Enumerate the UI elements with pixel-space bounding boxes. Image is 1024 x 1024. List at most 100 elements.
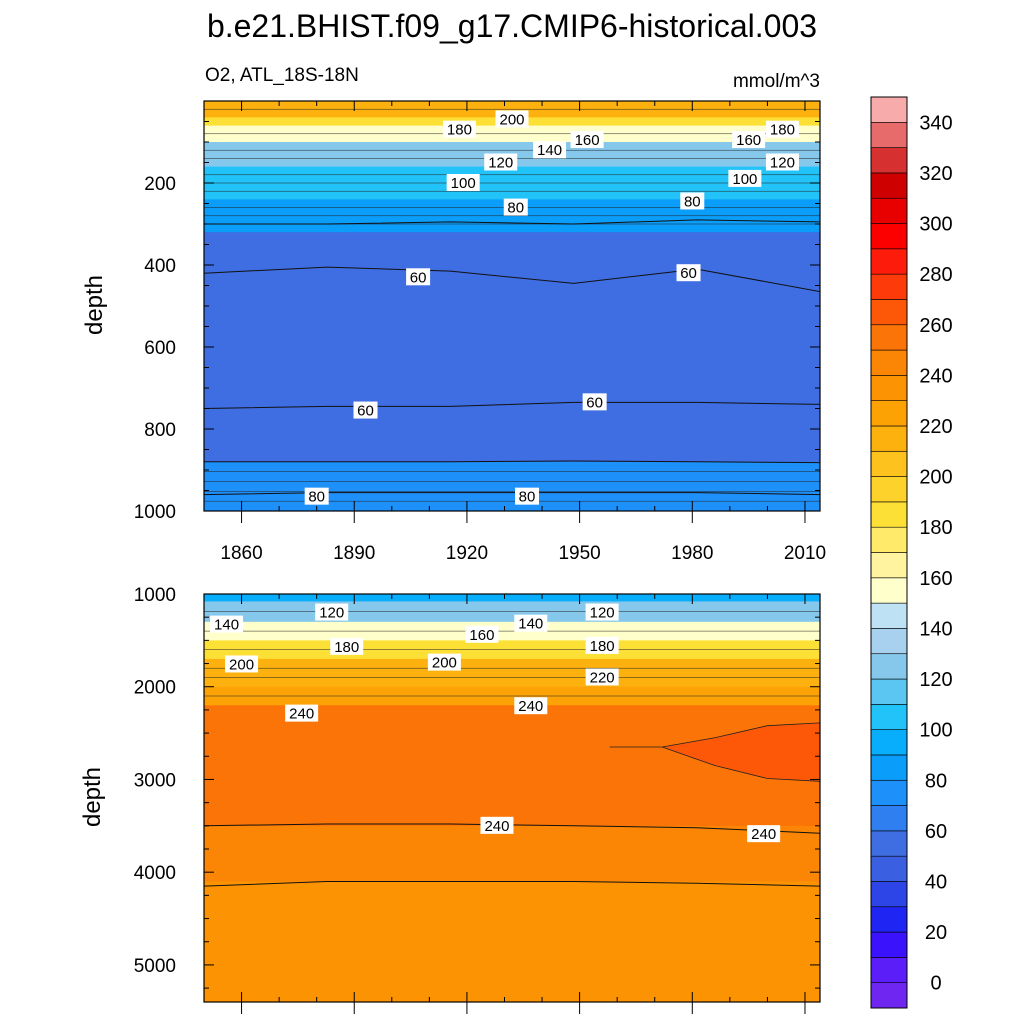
colorbar-swatch bbox=[870, 172, 908, 199]
contour-label-box bbox=[680, 192, 705, 210]
contour-line bbox=[204, 460, 820, 464]
colorbar-label: 200 bbox=[919, 467, 952, 489]
colorbar-swatch bbox=[870, 653, 908, 680]
colorbar-label: 0 bbox=[930, 973, 941, 995]
lower-y-axis-label: depth bbox=[79, 767, 106, 827]
colorbar-label: 140 bbox=[919, 618, 952, 640]
contour-label-box bbox=[495, 110, 529, 128]
chart-title: b.e21.BHIST.f09_g17.CMIP6-historical.003 bbox=[207, 8, 817, 44]
colorbar-label: 240 bbox=[919, 365, 952, 387]
contour-label-box bbox=[465, 625, 499, 643]
y-tick-label: 200 bbox=[144, 174, 176, 195]
colorbar-swatch bbox=[870, 704, 908, 730]
colorbar-swatch bbox=[870, 729, 908, 756]
x-tick-label: 1890 bbox=[333, 543, 375, 564]
contour-label-box bbox=[225, 655, 259, 673]
contour-label: 100 bbox=[732, 171, 757, 188]
y-tick-label: 400 bbox=[144, 256, 176, 277]
colorbar-label: 280 bbox=[919, 264, 952, 286]
y-tick-label: 5000 bbox=[134, 956, 176, 977]
contour-band bbox=[204, 825, 820, 882]
contour-label-box bbox=[728, 169, 762, 187]
contour-label: 140 bbox=[537, 142, 562, 159]
contour-label: 200 bbox=[229, 656, 254, 673]
units-subtitle: mmol/m^3 bbox=[733, 71, 820, 92]
contour-label: 200 bbox=[499, 111, 524, 128]
plot-frame bbox=[203, 593, 821, 1003]
lower-depth-panel: 120 140 120 140 160 180 180 200 200 220 240 240 240 2… bbox=[134, 585, 821, 1014]
variable-subtitle: O2, ATL_18S-18N bbox=[205, 65, 359, 86]
colorbar-swatch bbox=[870, 223, 908, 250]
colorbar-swatch bbox=[870, 982, 908, 1009]
contour-line bbox=[204, 266, 820, 293]
contour-label-box bbox=[427, 653, 461, 671]
contour-label-box bbox=[765, 153, 799, 171]
colorbar-label: 60 bbox=[925, 821, 947, 843]
colorbar-swatch bbox=[870, 122, 908, 148]
contour-label: 240 bbox=[289, 706, 314, 723]
colorbar-swatch bbox=[870, 248, 908, 275]
colorbar-label: 80 bbox=[925, 770, 947, 792]
contour-label-box bbox=[514, 614, 548, 632]
contour-field bbox=[204, 594, 820, 1002]
colorbar-swatch bbox=[870, 526, 908, 553]
contour-label: 120 bbox=[488, 155, 513, 172]
contour-band bbox=[204, 658, 820, 688]
colorbar-label: 220 bbox=[919, 416, 952, 438]
y-tick-label: 3000 bbox=[134, 770, 176, 791]
contour-label: 60 bbox=[680, 265, 697, 282]
colorbar-swatch bbox=[870, 96, 908, 123]
contour-label: 80 bbox=[519, 489, 536, 506]
contour-label: 160 bbox=[736, 132, 761, 149]
x-tick-label: 1920 bbox=[446, 543, 488, 564]
contour-label-box bbox=[747, 825, 781, 843]
colorbar-swatch bbox=[870, 324, 908, 351]
contour-label-box bbox=[582, 393, 607, 411]
colorbar-swatch bbox=[870, 628, 908, 655]
contour-label-box bbox=[484, 153, 518, 171]
upper-depth-panel: 200 180 160 160 180 140 120 120 100 100 80 80 60 60 60… bbox=[134, 100, 826, 564]
contour-label-box bbox=[732, 130, 766, 148]
colorbar-label: 260 bbox=[919, 315, 952, 337]
x-tick-label: 2010 bbox=[784, 543, 826, 564]
x-tick-label: 1980 bbox=[671, 543, 713, 564]
contour-label-box bbox=[446, 174, 480, 191]
contour-label: 120 bbox=[770, 155, 795, 172]
contour-label: 120 bbox=[319, 605, 344, 622]
contour-label: 80 bbox=[507, 200, 524, 217]
colorbar-swatch bbox=[870, 754, 908, 781]
y-tick-label: 1000 bbox=[134, 585, 176, 606]
contour-band bbox=[204, 594, 820, 602]
colorbar-label: 320 bbox=[919, 163, 952, 185]
colorbar-label: 20 bbox=[925, 922, 947, 944]
colorbar-swatch bbox=[870, 425, 908, 452]
x-tick-label: 1950 bbox=[558, 543, 600, 564]
y-tick-label: 2000 bbox=[134, 678, 176, 699]
colorbar-frame bbox=[870, 96, 908, 1009]
colorbar-swatch bbox=[870, 501, 908, 528]
colorbar-label: 100 bbox=[919, 720, 952, 742]
colorbar-swatch bbox=[870, 805, 908, 832]
colorbar-swatch bbox=[870, 375, 908, 401]
contour-label: 140 bbox=[518, 616, 543, 633]
y-tick-label: 600 bbox=[144, 338, 176, 359]
contour-label: 180 bbox=[770, 122, 795, 139]
colorbar-label: 300 bbox=[919, 214, 952, 236]
colorbar-swatch bbox=[870, 577, 908, 604]
colorbar-swatch bbox=[870, 830, 908, 857]
contour-label-box bbox=[315, 603, 349, 621]
contour-label: 240 bbox=[484, 818, 509, 835]
colorbar-swatch bbox=[870, 779, 908, 806]
colorbar-swatch bbox=[870, 855, 908, 882]
contour-label: 240 bbox=[518, 698, 543, 715]
contour-label-box bbox=[515, 487, 540, 505]
y-tick-label: 1000 bbox=[134, 502, 176, 523]
contour-label: 160 bbox=[575, 132, 600, 149]
contour-label-box bbox=[285, 704, 319, 722]
colorbar-legend: 0 20 40 60 80 100 120 140 160 180 200 220 240 260 280 3… bbox=[870, 96, 953, 1009]
colorbar-swatch bbox=[870, 147, 908, 174]
contour-line bbox=[204, 219, 820, 225]
contour-label: 200 bbox=[432, 655, 457, 672]
colorbar-label: 340 bbox=[919, 112, 952, 134]
contour-region bbox=[609, 722, 820, 782]
